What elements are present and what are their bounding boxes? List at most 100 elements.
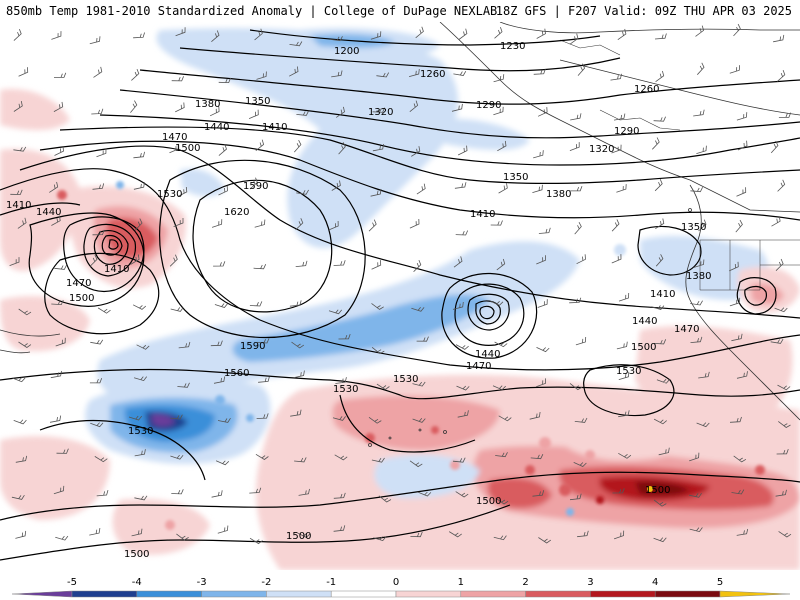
wind-barb [729, 65, 740, 74]
wind-barb [334, 454, 348, 461]
wind-barb [737, 140, 748, 151]
wind-barb [290, 409, 302, 417]
wind-barb [409, 100, 419, 113]
contour-label: 1380 [686, 271, 711, 282]
wind-barb [370, 31, 382, 40]
wind-barb [55, 337, 66, 347]
colorbar-swatch [136, 590, 202, 598]
contour-labels: 1200 1230 1260 1260 1290 1290 1320 1320 … [6, 41, 711, 560]
wind-barb [249, 301, 263, 307]
wind-barb [254, 28, 263, 41]
wind-barb [729, 416, 742, 423]
wind-barb [611, 254, 622, 264]
colorbar-swatch [525, 590, 591, 598]
colorbar-swatch [71, 590, 138, 598]
contour-label: 1200 [334, 46, 359, 57]
contour-label: 1470 [466, 361, 491, 372]
wind-barb [569, 33, 579, 45]
wind-barb [53, 101, 64, 112]
colorbar-swatch [395, 590, 462, 598]
wind-barb [56, 448, 69, 454]
wind-barb [53, 485, 65, 495]
wind-barb [613, 113, 626, 121]
contour-label: 1500 [476, 496, 501, 507]
contour-label: 1410 [6, 200, 31, 211]
wind-barb [733, 23, 741, 37]
wind-barb [169, 254, 178, 267]
wind-barb [736, 187, 747, 197]
wind-barb [410, 531, 423, 538]
contour-label: 1500 [69, 293, 94, 304]
wind-barb [169, 143, 180, 154]
wind-barb [693, 259, 705, 268]
wind-barb [249, 177, 258, 190]
contour-label: 1440 [204, 122, 229, 133]
wind-barb [90, 422, 104, 428]
wind-barb [177, 382, 190, 388]
wind-barb [218, 185, 228, 196]
contour-label: 1290 [476, 100, 501, 111]
wind-barb [538, 537, 552, 544]
wind-barb [458, 28, 468, 40]
wind-barb [777, 179, 786, 192]
wind-barb [92, 229, 105, 236]
wind-barb [490, 300, 504, 306]
wind-barb [134, 495, 148, 501]
wind-barb [211, 219, 223, 228]
wind-barb [536, 347, 550, 353]
wind-barb [610, 73, 622, 81]
wind-barb [328, 220, 339, 231]
wind-barb [51, 215, 61, 226]
wind-barb [218, 77, 231, 84]
wind-barb [778, 112, 792, 118]
wind-barb [293, 140, 302, 153]
wind-barb [575, 336, 587, 346]
wind-barb [770, 140, 779, 154]
wind-barb [693, 109, 705, 117]
wind-barb [777, 69, 786, 82]
wind-barb [611, 144, 622, 154]
wind-barb [171, 76, 184, 82]
wind-barb [538, 227, 551, 234]
contour-label: 1560 [224, 368, 249, 379]
wind-barb [134, 218, 143, 231]
wind-barb [498, 415, 512, 422]
wind-barb [210, 340, 223, 347]
wind-barb [576, 254, 586, 265]
wind-barb [577, 530, 589, 538]
wind-barb [690, 187, 703, 193]
wind-barb [453, 256, 463, 268]
wind-barb [490, 220, 503, 226]
wind-barb [289, 300, 302, 307]
wind-barb [653, 537, 667, 543]
wind-barb [130, 254, 140, 265]
contour-label: 1530 [157, 189, 182, 200]
wind-barb [294, 457, 307, 463]
wind-barb [258, 376, 270, 383]
wind-barb [689, 527, 703, 533]
wind-barb [736, 528, 749, 536]
wind-barb [289, 41, 303, 47]
wind-barb [497, 140, 507, 152]
wind-barb [134, 449, 146, 457]
model-run-info: 18Z GFS | F207 Valid: 09Z THU APR 03 202… [495, 4, 792, 18]
colorbar-swatch [266, 590, 332, 598]
contour-label: 1530 [128, 426, 153, 437]
wind-barb [778, 531, 792, 538]
wind-barb [493, 535, 507, 541]
weather-map: 1200 1230 1260 1260 1290 1290 1320 1320 … [0, 22, 800, 570]
wind-barb [378, 495, 392, 503]
colorbar-tick-labels: -5 -4 -3 -2 -1 0 1 2 3 4 5 [67, 577, 723, 588]
contour-label: 1590 [240, 341, 265, 352]
wind-barb [296, 110, 309, 116]
wind-barb [770, 338, 784, 344]
wind-barb [775, 489, 787, 497]
wind-barb [618, 292, 630, 302]
wind-barb [409, 460, 423, 468]
wind-barb [774, 307, 788, 313]
wind-barb [697, 62, 705, 75]
colorbar-swatch [590, 590, 656, 598]
wind-barb [696, 145, 707, 154]
colorbar-tick-label: -1 [326, 577, 336, 588]
colorbar-swatches [11, 590, 791, 598]
